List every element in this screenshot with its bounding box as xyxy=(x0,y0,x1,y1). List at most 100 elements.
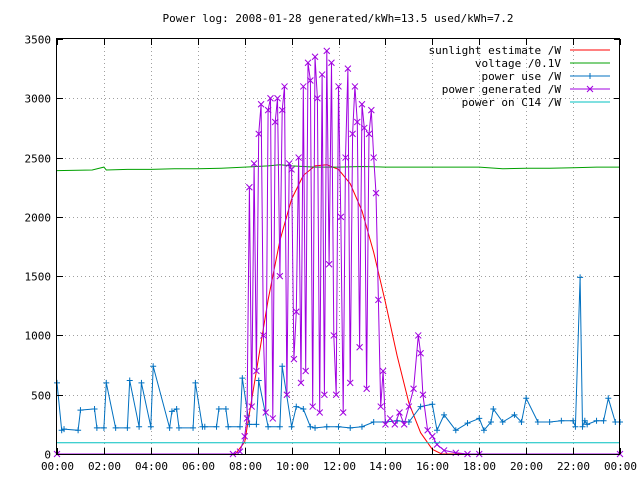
legend-label: power generated /W xyxy=(442,83,562,96)
data-point xyxy=(243,415,251,422)
data-point xyxy=(168,408,175,415)
data-point xyxy=(215,405,222,412)
data-point xyxy=(346,379,354,387)
legend-entry: power generated /W xyxy=(442,83,610,96)
data-point xyxy=(75,427,82,434)
data-point xyxy=(274,94,281,102)
data-point xyxy=(410,385,417,393)
data-point xyxy=(276,272,284,280)
data-point xyxy=(255,130,263,138)
x-tick-label: 04:00 xyxy=(135,460,168,473)
legend-label: sunlight estimate /W xyxy=(429,44,562,57)
y-tick-label: 0 xyxy=(44,449,51,462)
data-point xyxy=(126,377,133,384)
chart-series xyxy=(53,47,624,458)
data-point xyxy=(253,367,260,375)
data-point xyxy=(312,424,319,431)
data-point xyxy=(253,421,260,428)
data-point xyxy=(262,409,270,416)
y-tick-label: 500 xyxy=(31,390,51,403)
legend-marker xyxy=(586,85,594,93)
legend-entry: power on C14 /W xyxy=(462,96,610,109)
data-point xyxy=(255,377,262,384)
data-point xyxy=(414,332,422,339)
data-point xyxy=(339,409,347,416)
series-1 xyxy=(56,164,620,172)
data-point xyxy=(190,424,197,431)
data-point xyxy=(306,77,314,84)
x-tick-label: 14:00 xyxy=(369,460,402,473)
data-point xyxy=(239,375,246,382)
data-point xyxy=(353,118,361,126)
data-point xyxy=(278,106,286,114)
data-point xyxy=(372,189,380,197)
data-point xyxy=(358,423,365,430)
legend-label: power on C14 /W xyxy=(462,96,562,109)
data-point xyxy=(300,405,307,412)
data-point xyxy=(311,53,319,61)
data-point xyxy=(344,65,352,72)
data-point xyxy=(480,427,487,434)
data-point xyxy=(332,391,340,399)
data-point xyxy=(358,100,366,108)
data-point xyxy=(236,448,244,455)
data-point xyxy=(375,296,382,304)
data-point xyxy=(330,332,338,339)
data-point xyxy=(250,160,258,167)
data-point xyxy=(424,426,431,434)
data-point xyxy=(391,421,399,428)
data-point xyxy=(246,421,253,428)
data-point xyxy=(304,59,312,67)
data-point xyxy=(267,94,274,102)
data-point xyxy=(337,213,345,221)
data-point xyxy=(511,411,518,418)
x-tick-label: 00:00 xyxy=(41,460,74,473)
legend-marker xyxy=(587,73,593,79)
data-point xyxy=(605,395,612,402)
data-point xyxy=(285,160,293,167)
data-point xyxy=(283,391,291,399)
data-point xyxy=(417,403,424,410)
data-point xyxy=(265,423,272,430)
data-point xyxy=(523,395,530,402)
legend-entry: sunlight estimate /W xyxy=(429,44,610,57)
data-point xyxy=(581,417,588,424)
data-point xyxy=(379,367,387,375)
data-point xyxy=(434,427,441,434)
data-point xyxy=(546,418,553,425)
x-tick-label: 16:00 xyxy=(416,460,449,473)
plot-frame xyxy=(56,38,620,455)
data-point xyxy=(335,423,342,430)
data-point xyxy=(577,274,584,281)
series-3 xyxy=(53,47,624,458)
data-point xyxy=(295,154,302,161)
data-point xyxy=(248,403,256,410)
data-point xyxy=(264,106,272,114)
data-point xyxy=(440,447,448,454)
chart-title: Power log: 2008-01-28 generated/kWh=13.5… xyxy=(163,12,514,25)
data-point xyxy=(593,417,600,424)
x-tick-label: 12:00 xyxy=(323,460,356,473)
series-line xyxy=(57,164,620,455)
y-tick-label: 2000 xyxy=(25,212,52,225)
data-point xyxy=(288,423,295,430)
data-point xyxy=(276,423,283,430)
x-tick-label: 18:00 xyxy=(463,460,496,473)
data-point xyxy=(570,417,577,424)
x-tick-label: 02:00 xyxy=(88,460,121,473)
data-point xyxy=(400,421,408,428)
data-point xyxy=(77,407,84,414)
data-point xyxy=(271,118,279,126)
data-point xyxy=(260,332,267,339)
data-point xyxy=(386,415,394,422)
series-2 xyxy=(54,274,623,434)
legend-label: voltage /0.1V xyxy=(475,57,561,70)
data-point xyxy=(302,367,310,375)
data-point xyxy=(93,424,100,431)
data-point xyxy=(396,409,403,416)
data-point xyxy=(600,417,607,424)
data-point xyxy=(558,417,565,424)
data-point xyxy=(269,415,277,422)
legend-entry: power use /W xyxy=(482,70,610,83)
y-tick-label: 2500 xyxy=(25,153,52,166)
